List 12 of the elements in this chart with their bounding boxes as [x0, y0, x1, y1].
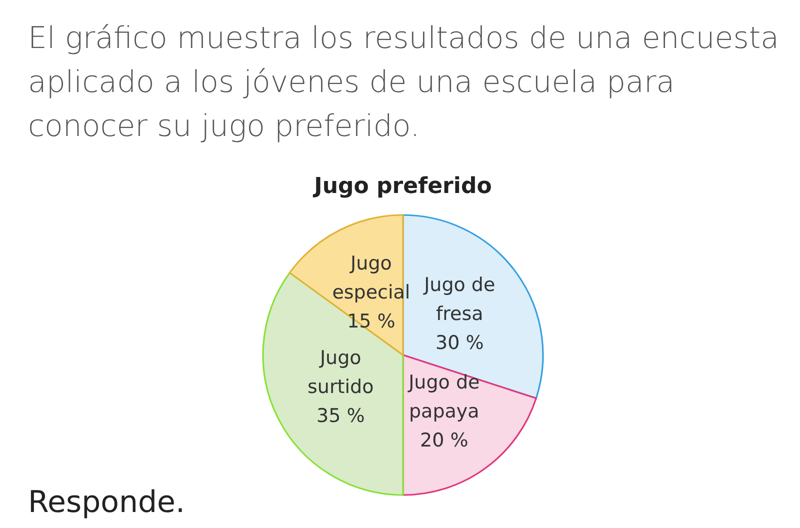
pie-slice: [402, 354, 537, 496]
slice-label: Jugo especial: [332, 252, 410, 304]
data-label: 30 %: [435, 332, 484, 354]
text: Responde.: [28, 485, 186, 520]
text: El gráfico muestra los resultados de una encuesta aplicado a los jóvenes de una escuela para conocer su jugo preferido.: [28, 21, 780, 144]
slice-label: Jugo de fresa: [423, 274, 496, 325]
data-label: 20 %: [420, 430, 468, 452]
data-label: 15 %: [347, 310, 396, 333]
slice-label: Jugo surtido: [308, 346, 374, 398]
data-label: 35 %: [316, 404, 365, 427]
slice-label: Jugo de papaya: [408, 372, 480, 423]
chart-title: Jugo preferido: [312, 174, 492, 199]
